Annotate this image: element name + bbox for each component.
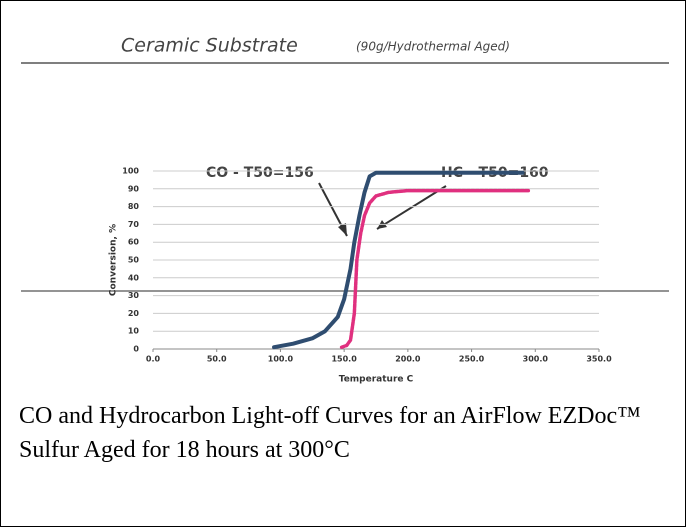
y-tick-label: 90 — [128, 184, 140, 193]
y-tick-label: 10 — [128, 327, 140, 336]
y-tick-label: 40 — [128, 273, 140, 282]
x-tick-label: 100.0 — [268, 355, 294, 364]
arrow-head — [338, 223, 347, 236]
y-tick-label: 50 — [128, 256, 140, 265]
y-tick-label: 20 — [128, 309, 140, 318]
x-axis-label: Temperature C — [339, 375, 414, 385]
x-tick-label: 350.0 — [586, 355, 612, 364]
annotation: CO - T50=156 — [206, 165, 314, 181]
x-tick-label: 0.0 — [146, 355, 161, 364]
series-line — [339, 188, 531, 349]
x-tick-label: 300.0 — [523, 355, 549, 364]
x-tick-label: 150.0 — [331, 355, 357, 364]
caption: CO and Hydrocarbon Light-off Curves for … — [19, 403, 641, 463]
series-line — [272, 170, 525, 350]
chart-subtitle: (90g/Hydrothermal Aged) — [356, 40, 510, 54]
y-axis-label: Conversion, % — [109, 224, 119, 296]
y-tick-label: 70 — [128, 220, 140, 229]
chart: Ceramic Substrate (90g/Hydrothermal Aged… — [21, 35, 669, 385]
chart-title: Ceramic Substrate — [121, 35, 298, 57]
x-tick-label: 50.0 — [207, 355, 227, 364]
y-tick-label: 80 — [128, 202, 140, 211]
y-tick-label: 30 — [128, 291, 140, 300]
y-tick-label: 60 — [128, 238, 140, 247]
arrow — [376, 185, 447, 230]
y-tick-label: 0 — [133, 345, 139, 354]
x-tick-label: 250.0 — [459, 355, 485, 364]
x-tick-label: 200.0 — [395, 355, 421, 364]
y-tick-label: 100 — [122, 167, 139, 176]
